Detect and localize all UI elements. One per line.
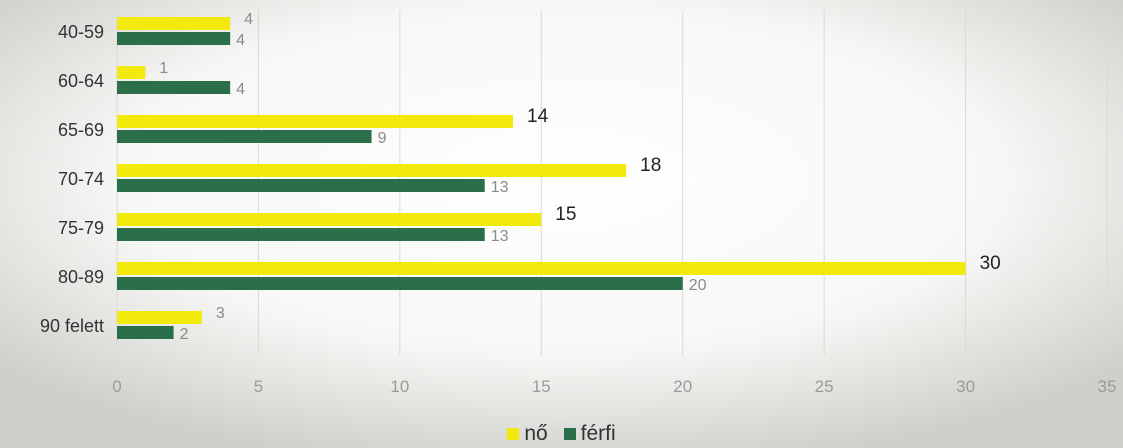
- data-label-ferfi: 13: [491, 179, 509, 196]
- category-label: 80-89: [58, 267, 104, 287]
- data-label-no: 1: [159, 60, 168, 77]
- category-label: 65-69: [58, 120, 104, 140]
- x-tick-label: 15: [532, 377, 551, 396]
- bar-no: [117, 262, 966, 275]
- legend: nő férfi: [0, 422, 1123, 446]
- legend-swatch-no: [507, 428, 520, 440]
- bar-no: [117, 66, 146, 79]
- bar-ferfi: [117, 32, 231, 45]
- legend-label-ferfi: férfi: [580, 422, 616, 445]
- bar-ferfi: [117, 228, 485, 241]
- x-tick-label: 0: [112, 377, 121, 396]
- bar-no: [117, 115, 513, 128]
- bar-no: [117, 213, 542, 226]
- data-label-no: 15: [555, 204, 576, 225]
- data-label-ferfi: 9: [378, 130, 387, 147]
- data-label-ferfi: 4: [236, 32, 245, 49]
- data-label-no: 14: [527, 106, 549, 127]
- data-label-ferfi: 2: [180, 326, 189, 343]
- x-tick-label: 30: [956, 377, 975, 396]
- category-label: 90 felett: [40, 316, 104, 336]
- bar-ferfi: [117, 130, 372, 143]
- data-label-no: 4: [244, 11, 253, 28]
- x-tick-label: 10: [390, 377, 409, 396]
- legend-label-no: nő: [524, 422, 548, 445]
- legend-item-no: nő: [507, 422, 548, 446]
- x-tick-label: 35: [1098, 377, 1117, 396]
- category-label: 60-64: [58, 71, 104, 91]
- data-label-no: 30: [980, 253, 1001, 274]
- bar-ferfi: [117, 81, 231, 94]
- data-label-ferfi: 20: [689, 277, 707, 294]
- data-label-ferfi: 13: [491, 228, 509, 245]
- x-tick-label: 25: [815, 377, 834, 396]
- x-tick-label: 20: [673, 377, 692, 396]
- x-tick-label: 5: [254, 377, 263, 396]
- data-label-no: 3: [216, 305, 225, 322]
- category-label: 75-79: [58, 218, 104, 238]
- category-label: 70-74: [58, 169, 104, 189]
- bar-ferfi: [117, 326, 174, 339]
- bar-no: [117, 311, 202, 324]
- data-label-no: 18: [640, 155, 661, 176]
- bar-no: [117, 164, 627, 177]
- legend-item-ferfi: férfi: [563, 422, 616, 446]
- legend-swatch-ferfi: [563, 428, 576, 440]
- bar-ferfi: [117, 277, 683, 290]
- data-label-ferfi: 4: [236, 81, 245, 98]
- category-label: 40-59: [58, 22, 104, 42]
- bar-ferfi: [117, 179, 485, 192]
- bar-no: [117, 17, 231, 30]
